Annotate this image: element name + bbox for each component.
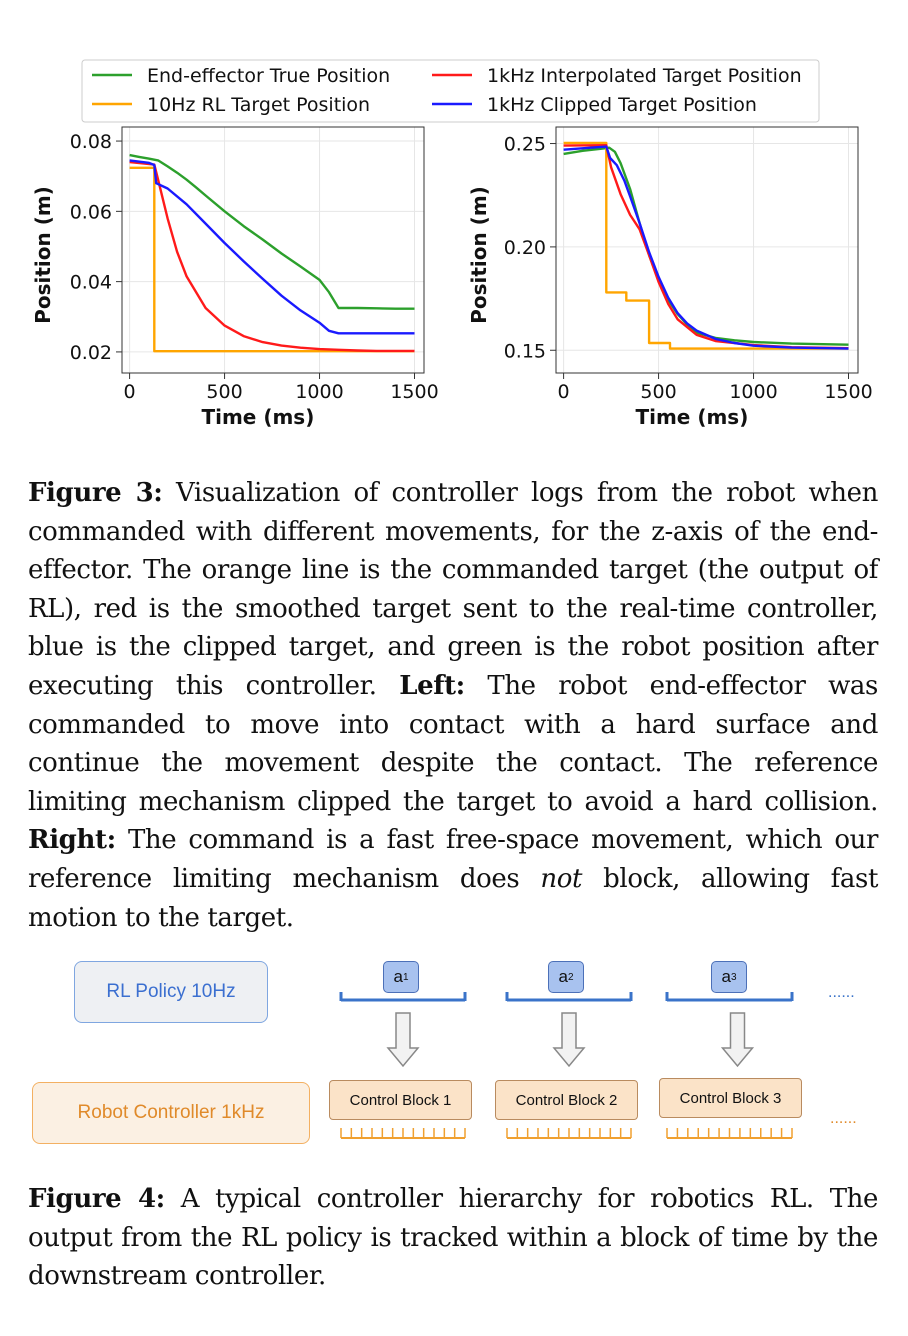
plot-frame <box>555 126 859 374</box>
series-line-end-effector-true-position <box>129 153 415 310</box>
figure3-caption-end-text: block, allowing fast motion to the targe… <box>28 863 878 933</box>
ellipsis-top: ...... <box>828 984 855 1001</box>
series-line-10hz-rl-target-position <box>563 141 849 350</box>
x-tick-label: 500 <box>206 381 242 403</box>
figure3-caption-text: Visualization of controller logs from th… <box>28 478 878 701</box>
down-arrow-icon <box>552 1012 586 1068</box>
x-tick-label: 1500 <box>824 381 872 403</box>
not-emphasis: not <box>540 863 583 894</box>
control-block-3: Control Block 3 <box>659 1078 802 1118</box>
legend-label-interpolated-target: 1kHz Interpolated Target Position <box>487 65 802 87</box>
ellipsis-bottom: ...... <box>830 1110 857 1127</box>
action-letter: a <box>558 967 568 986</box>
right-plot: 0 500 1000 1500 0.15 0.20 0.25 Time (ms) Positio… <box>467 126 873 429</box>
x-tick-label: 0 <box>124 381 136 403</box>
robot-controller-box: Robot Controller 1kHz <box>32 1082 310 1144</box>
y-tick-label: 0.04 <box>70 272 112 294</box>
legend: End-effector True Position 10Hz RL Targe… <box>81 59 820 123</box>
right-label: Right: <box>28 825 116 856</box>
plot-frame <box>121 126 425 374</box>
left-label: Left: <box>399 670 465 701</box>
y-tick-label: 0.20 <box>504 237 546 259</box>
x-tick-label: 1000 <box>295 381 343 403</box>
control-block-1: Control Block 1 <box>329 1080 472 1120</box>
figure3-chart: End-effector True Position 10Hz RL Targe… <box>31 59 873 429</box>
x-tick-label: 1500 <box>390 381 438 403</box>
series-line-1khz-clipped-target-position <box>563 145 849 350</box>
figure3-caption: Figure 3: Visualization of controller lo… <box>28 474 878 937</box>
figure4-caption: Figure 4: A typical controller hierarchy… <box>28 1180 878 1296</box>
left-plot: 0 500 1000 1500 0.02 0.04 0.06 0.08 Time (ms) Pos… <box>31 126 439 429</box>
figure3-caption-left-text: The robot end-effector was commanded to … <box>28 670 878 817</box>
rl-policy-box: RL Policy 10Hz <box>74 961 268 1023</box>
down-arrow-icon <box>720 1012 755 1068</box>
action-letter: a <box>721 967 731 986</box>
series-line-10hz-rl-target-position <box>129 166 415 353</box>
x-axis-label: Time (ms) <box>635 405 748 429</box>
figure4-caption-text: A typical controller hierarchy for robot… <box>28 1184 878 1292</box>
x-tick-label: 1000 <box>729 381 777 403</box>
y-tick-label: 0.08 <box>70 131 112 153</box>
action-letter: a <box>393 967 403 986</box>
down-arrow-icon <box>386 1012 420 1068</box>
x-tick-label: 0 <box>558 381 570 403</box>
y-tick-label: 0.15 <box>504 340 546 362</box>
legend-frame <box>81 59 820 123</box>
y-axis-label: Position (m) <box>467 186 491 324</box>
action-subscript: 2 <box>567 971 574 983</box>
action-subscript: 3 <box>730 971 737 983</box>
series-line-1khz-clipped-target-position <box>129 159 415 335</box>
y-tick-label: 0.25 <box>504 134 546 156</box>
series-line-1khz-interpolated-target-position <box>129 160 415 353</box>
control-block-2: Control Block 2 <box>495 1080 638 1120</box>
legend-label-clipped-target: 1kHz Clipped Target Position <box>487 94 757 116</box>
x-tick-label: 500 <box>640 381 676 403</box>
legend-label-true-position: End-effector True Position <box>147 65 390 87</box>
figure3-caption-right-text: The command is a fast free-space movemen… <box>28 825 878 894</box>
x-axis-label: Time (ms) <box>201 405 314 429</box>
figure3-label: Figure 3: <box>28 478 163 508</box>
figure4-label: Figure 4: <box>28 1184 165 1214</box>
y-tick-label: 0.06 <box>70 201 112 223</box>
y-axis-label: Position (m) <box>31 186 55 324</box>
y-tick-label: 0.02 <box>70 342 112 364</box>
action-subscript: 1 <box>402 971 409 983</box>
legend-label-rl-target: 10Hz RL Target Position <box>147 94 370 116</box>
